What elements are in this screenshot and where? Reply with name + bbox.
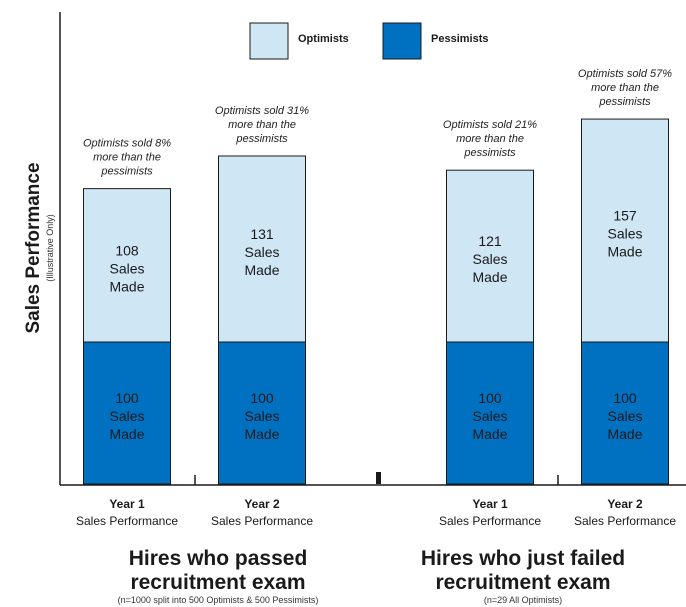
bar-annotation: Optimists sold 8% (83, 138, 171, 150)
bar-annotation: pessimists (100, 166, 153, 178)
group-note: (n=29 All Optimists) (484, 595, 562, 605)
bar-pessimists (83, 341, 171, 485)
group-note: (n=1000 split into 500 Optimists & 500 P… (118, 595, 319, 605)
bar-annotation: Optimists sold 31% (215, 105, 309, 117)
bar-annotation: Optimists sold 21% (443, 119, 537, 131)
group-title: recruitment exam (435, 571, 610, 594)
bar-pessimists (446, 341, 534, 485)
bar-annotation: more than the (93, 152, 161, 164)
x-tick-sublabel: Sales Performance (211, 514, 313, 528)
bar-annotation: pessimists (598, 96, 651, 108)
data-label-pessimists: Sales (607, 408, 642, 424)
legend-label-pessimists: Pessimists (431, 33, 488, 45)
bar-annotation: pessimists (235, 133, 288, 145)
data-label-optimists: Made (109, 278, 144, 294)
bar-annotation: Optimists sold 57% (578, 68, 672, 80)
y-axis-note: (Illustrative Only) (45, 214, 55, 282)
data-label-pessimists: Made (607, 426, 642, 442)
legend-label-optimists: Optimists (298, 33, 349, 45)
data-label-pessimists: 100 (613, 390, 637, 406)
axis-break-marker (376, 472, 381, 484)
data-label-optimists: 131 (250, 226, 274, 242)
y-axis-label: Sales Performance (23, 162, 44, 333)
data-label-pessimists: Sales (472, 408, 507, 424)
data-label-optimists: 108 (115, 242, 139, 258)
data-label-pessimists: Made (472, 426, 507, 442)
legend-swatch-optimists (249, 22, 289, 60)
group-title: Hires who passed (129, 547, 308, 570)
data-label-optimists: Made (244, 262, 279, 278)
data-label-pessimists: Sales (109, 408, 144, 424)
data-label-optimists: Sales (244, 244, 279, 260)
data-label-pessimists: Made (244, 426, 279, 442)
x-tick-sublabel: Sales Performance (574, 514, 676, 528)
data-label-optimists: Made (607, 244, 642, 260)
x-tick-label: Year 1 (109, 497, 145, 511)
data-label-optimists: Sales (472, 251, 507, 267)
x-tick-sublabel: Sales Performance (439, 514, 541, 528)
bar-annotation: more than the (228, 119, 296, 131)
bar-pessimists (218, 341, 306, 485)
data-label-optimists: 121 (478, 233, 502, 249)
x-tick-label: Year 2 (244, 497, 280, 511)
data-label-optimists: Sales (607, 226, 642, 242)
x-tick-sublabel: Sales Performance (76, 514, 178, 528)
bar-optimists (83, 188, 171, 343)
bar-optimists (446, 169, 534, 343)
x-tick-label: Year 1 (472, 497, 508, 511)
bar-annotation: more than the (456, 133, 524, 145)
bar-pessimists (581, 341, 669, 485)
bar-annotation: more than the (591, 82, 659, 94)
data-label-optimists: Sales (109, 260, 144, 276)
group-title: Hires who just failed (421, 547, 625, 570)
data-label-pessimists: Made (109, 426, 144, 442)
data-label-pessimists: 100 (478, 390, 502, 406)
data-label-pessimists: 100 (115, 390, 139, 406)
x-tick-label: Year 2 (607, 497, 643, 511)
data-label-pessimists: Sales (244, 408, 279, 424)
bar-annotation: pessimists (463, 147, 516, 159)
data-label-optimists: Made (472, 269, 507, 285)
legend-swatch-pessimists (382, 22, 422, 60)
bar-optimists (218, 155, 306, 343)
group-title: recruitment exam (130, 571, 305, 594)
data-label-optimists: 157 (613, 208, 637, 224)
data-label-pessimists: 100 (250, 390, 274, 406)
bar-optimists (581, 118, 669, 343)
